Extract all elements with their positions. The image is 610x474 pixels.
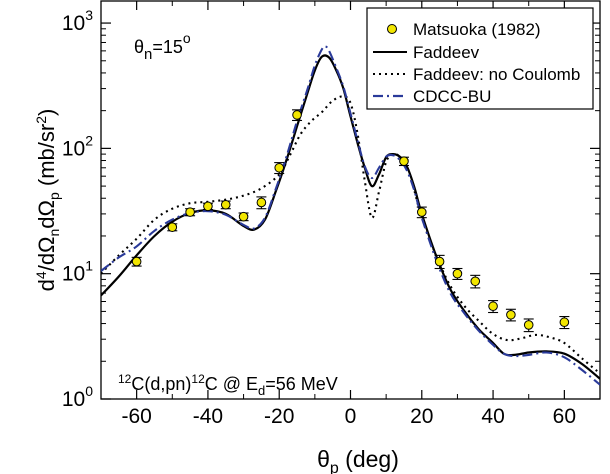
y-tick-exponent: 3 (85, 7, 93, 23)
data-point (256, 196, 267, 210)
legend-label-cdcc: CDCC-BU (413, 87, 491, 106)
y-tick-mantissa: 10 (62, 137, 85, 160)
data-marker (434, 256, 445, 267)
data-point (470, 274, 481, 289)
data-points (131, 109, 570, 333)
data-marker (470, 276, 481, 287)
data-point (167, 222, 178, 232)
data-point (505, 308, 516, 322)
data-point (398, 156, 409, 167)
data-marker (238, 211, 249, 222)
y-tick-label: 100 (62, 383, 93, 411)
y-label-sub: n (46, 229, 62, 237)
legend-label-no-coulomb: Faddeev: no Coulomb (413, 65, 580, 84)
series-line-3 (101, 45, 600, 386)
data-point (488, 300, 499, 314)
x-axis-label: θp (deg) (317, 446, 399, 474)
legend-marker-points (387, 24, 397, 34)
data-marker (292, 110, 302, 120)
y-tick-mantissa: 10 (62, 388, 85, 411)
x-axis-label-unit: (deg) (339, 446, 399, 472)
y-label-part: ) (34, 109, 59, 116)
angle-deg: o (183, 30, 191, 46)
angle-sub: n (144, 46, 152, 63)
legend: Matsuoka (1982) Faddeev Faddeev: no Coul… (366, 7, 594, 110)
legend-label-points: Matsuoka (1982) (413, 20, 541, 39)
data-point (559, 315, 570, 330)
reaction-text: =56 MeV (265, 374, 338, 394)
data-marker (256, 197, 267, 208)
x-tick-label: -20 (264, 405, 294, 428)
y-tick-label: 101 (62, 258, 93, 286)
data-marker (559, 317, 570, 328)
reaction-sup: 12 (118, 372, 132, 386)
data-marker (220, 199, 231, 210)
angle-annotation: θn=15o (134, 30, 191, 63)
data-point (185, 207, 196, 217)
x-tick-label: 20 (410, 405, 433, 428)
legend-label-faddeev: Faddeev (413, 43, 480, 62)
legend-box (366, 7, 594, 110)
data-marker (506, 309, 516, 320)
reaction-sub: d (258, 383, 265, 398)
data-marker (416, 207, 427, 217)
data-point (274, 162, 285, 175)
reaction-annotation: 12C(d,pn)12C @ Ed=56 MeV (118, 372, 338, 398)
y-label-part: (mb/sr (34, 124, 59, 192)
angle-theta: θ (134, 37, 144, 57)
y-label-part: /dΩ (34, 237, 59, 272)
y-tick-mantissa: 10 (62, 263, 85, 286)
data-point (434, 254, 445, 270)
data-marker (185, 207, 195, 217)
x-axis: -60 -40 -20 0 20 40 60 (100, 1, 601, 428)
x-tick-label: 0 (345, 405, 357, 428)
y-tick-label: 103 (62, 7, 93, 35)
data-point (416, 206, 427, 219)
data-marker (274, 162, 285, 173)
x-axis-label-symbol: θ (317, 446, 330, 472)
data-point (238, 211, 249, 222)
y-tick-exponent: 1 (85, 258, 93, 274)
series-lines (101, 45, 600, 386)
data-point (452, 267, 463, 280)
reaction-text: C(d,pn) (131, 374, 191, 394)
reaction-sup: 12 (191, 372, 205, 386)
data-marker (452, 268, 463, 279)
data-marker (523, 320, 534, 330)
x-tick-label: 40 (481, 405, 504, 428)
data-point (523, 318, 534, 333)
data-point (292, 109, 303, 122)
y-tick-mantissa: 10 (62, 12, 85, 35)
data-marker (488, 301, 498, 312)
y-axis-label: d4/dΩndΩp (mb/sr2) (33, 109, 62, 292)
x-tick-label: -40 (193, 405, 223, 428)
y-label-sup: 4 (33, 271, 49, 279)
data-marker (167, 222, 178, 232)
angle-eq: =15 (152, 37, 183, 57)
y-label-sup: 2 (33, 116, 49, 124)
x-tick-label: 60 (553, 405, 576, 428)
x-axis-label-sub: p (330, 460, 339, 474)
x-tick-label: -60 (121, 405, 151, 428)
reaction-text: C @ E (205, 374, 258, 394)
data-marker (203, 201, 213, 212)
data-point (202, 201, 213, 212)
data-point (220, 199, 231, 210)
y-tick-label: 102 (62, 132, 93, 160)
y-label-part: d (34, 279, 59, 291)
y-label-sub: p (46, 192, 62, 200)
y-tick-exponent: 2 (85, 132, 93, 148)
y-label-part: dΩ (34, 200, 59, 229)
data-marker (399, 156, 409, 167)
data-marker (131, 256, 142, 267)
y-tick-exponent: 0 (85, 383, 93, 399)
data-point (131, 256, 142, 267)
